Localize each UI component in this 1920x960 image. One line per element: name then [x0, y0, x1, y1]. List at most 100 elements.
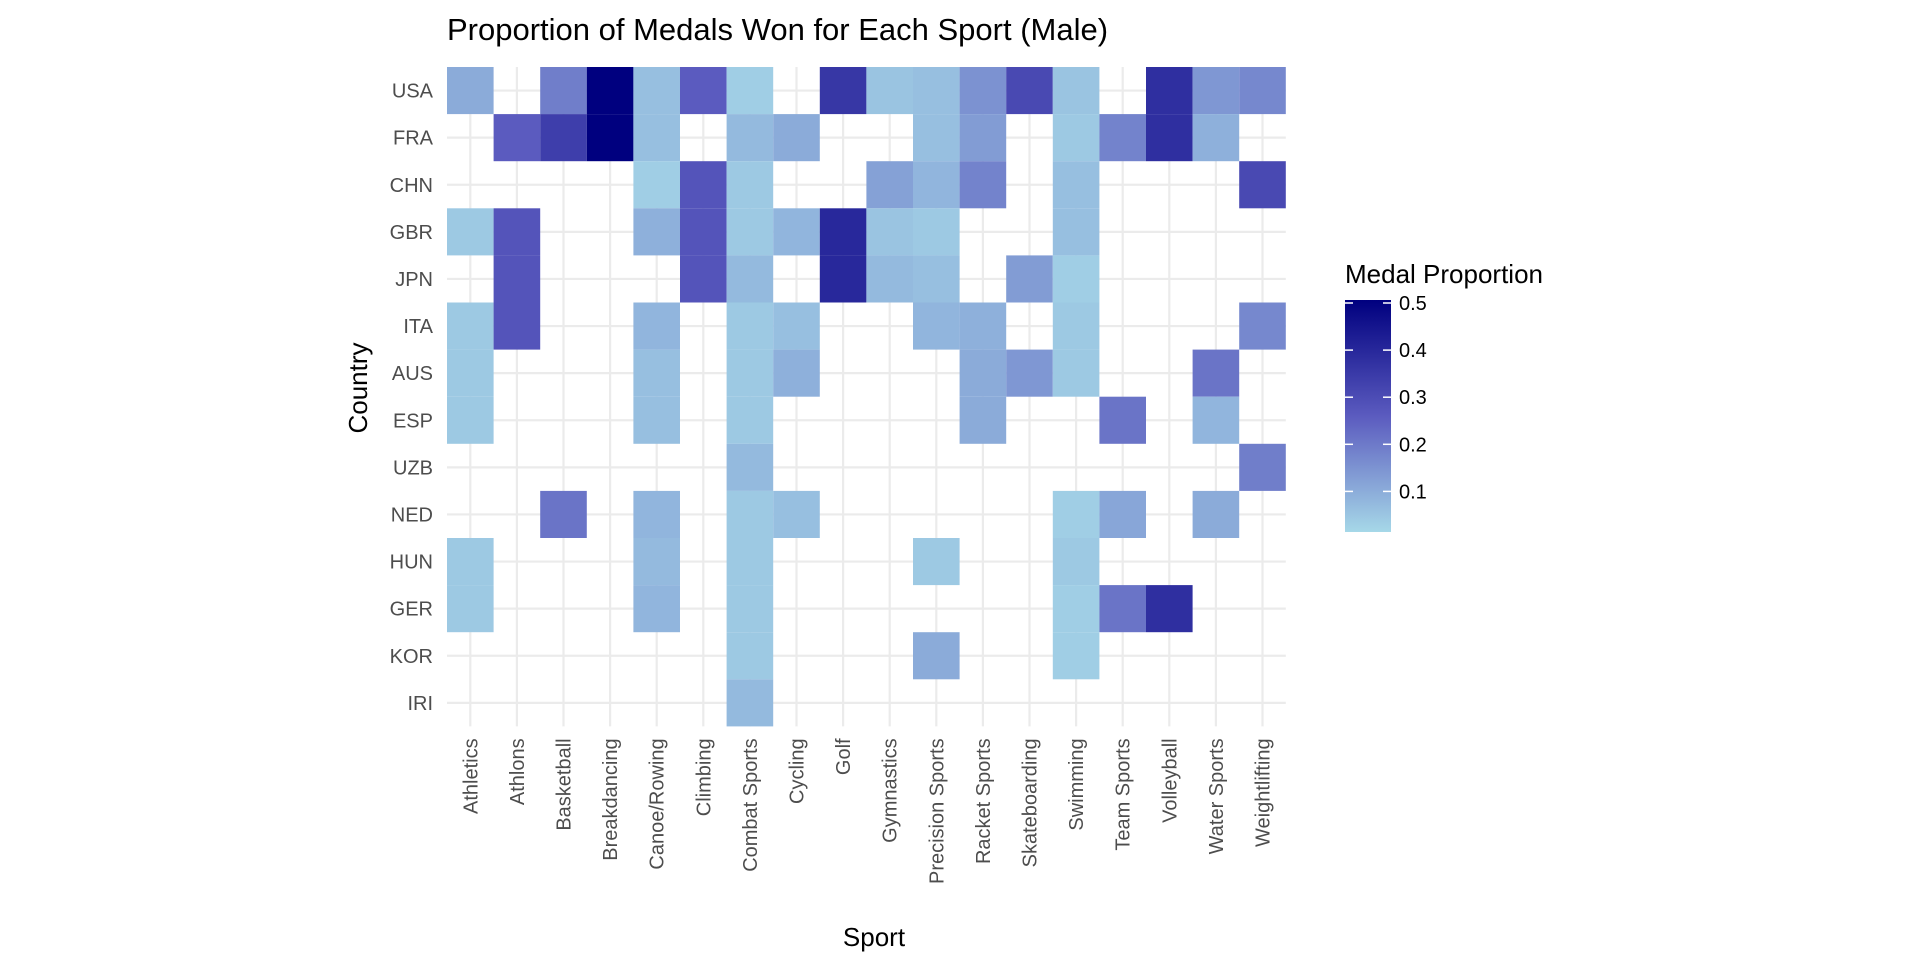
- heatmap-cell: [913, 632, 960, 680]
- heatmap-cell: [726, 302, 774, 350]
- heatmap-cell: [959, 161, 1007, 209]
- heatmap-cell: [819, 255, 867, 303]
- x-axis-title: Sport: [843, 922, 906, 952]
- heatmap-cell: [447, 302, 494, 350]
- heatmap-cell: [913, 114, 960, 162]
- heatmap-cell: [913, 538, 960, 586]
- heatmap-cell: [819, 67, 867, 115]
- heatmap-cells: [447, 67, 1286, 727]
- x-tick-label: Climbing: [693, 738, 715, 816]
- x-tick-label: Team Sports: [1113, 738, 1135, 850]
- x-tick-labels: Athletics Athlons Basketball Breakdancing Ca…: [460, 738, 1274, 884]
- y-tick-label: KOR: [390, 646, 433, 668]
- heatmap-cell: [959, 114, 1007, 162]
- heatmap-cell: [726, 67, 774, 115]
- heatmap-cell: [726, 349, 774, 397]
- heatmap-cell: [633, 67, 680, 115]
- heatmap-cell: [447, 208, 494, 256]
- heatmap-cell: [1146, 67, 1193, 115]
- heatmap-cell: [680, 208, 727, 256]
- heatmap-cell: [1146, 585, 1193, 633]
- heatmap-cell: [447, 585, 494, 633]
- y-axis-title: Country: [343, 342, 373, 433]
- heatmap-cell: [1052, 632, 1100, 680]
- heatmap-cell: [913, 255, 960, 303]
- heatmap-cell: [447, 538, 494, 586]
- heatmap-cell: [1099, 585, 1146, 633]
- heatmap-cell: [540, 114, 587, 162]
- heatmap-cell: [1052, 67, 1100, 115]
- heatmap-cell: [493, 302, 541, 350]
- heatmap-cell: [493, 208, 541, 256]
- heatmap-cell: [633, 302, 680, 350]
- heatmap-cell: [1099, 396, 1146, 444]
- heatmap-cell: [726, 396, 774, 444]
- heatmap-cell: [1006, 349, 1053, 397]
- heatmap-cell: [726, 679, 774, 727]
- y-tick-label: AUS: [392, 363, 433, 385]
- heatmap-cell: [540, 490, 587, 538]
- heatmap-cell: [1239, 67, 1286, 115]
- y-tick-label: NED: [391, 504, 433, 526]
- y-tick-label: GER: [390, 599, 433, 621]
- x-tick-label: Volleyball: [1159, 738, 1181, 823]
- x-tick-label: Basketball: [554, 738, 576, 830]
- heatmap-cell: [633, 490, 680, 538]
- legend-title: Medal Proportion: [1345, 259, 1543, 289]
- heatmap-cell: [959, 67, 1007, 115]
- y-tick-label: IRI: [407, 693, 433, 715]
- heatmap-cell: [1192, 114, 1240, 162]
- heatmap-cell: [866, 208, 913, 256]
- x-tick-label: Racket Sports: [973, 738, 995, 864]
- heatmap-cell: [773, 114, 820, 162]
- x-tick-label: Water Sports: [1206, 738, 1228, 854]
- heatmap-cell: [540, 67, 587, 115]
- heatmap-cell: [959, 349, 1007, 397]
- heatmap-cell: [1006, 255, 1053, 303]
- y-tick-label: ESP: [393, 410, 433, 432]
- heatmap-cell: [493, 255, 541, 303]
- heatmap-cell: [447, 349, 494, 397]
- heatmap-cell: [773, 208, 820, 256]
- y-tick-label: FRA: [393, 128, 434, 150]
- legend-tick-label: 0.4: [1399, 340, 1427, 362]
- heatmap-cell: [1052, 349, 1100, 397]
- legend-ticks: 0.5 0.4 0.3 0.2 0.1: [1345, 293, 1427, 503]
- heatmap-cell: [913, 161, 960, 209]
- heatmap-cell: [726, 585, 774, 633]
- x-tick-label: Skateboarding: [1020, 738, 1042, 867]
- heatmap-cell: [1052, 302, 1100, 350]
- y-tick-label: USA: [392, 81, 434, 103]
- heatmap-cell: [1052, 161, 1100, 209]
- legend-tick-label: 0.2: [1399, 434, 1427, 456]
- heatmap-cell: [1192, 490, 1240, 538]
- heatmap-cell: [866, 161, 913, 209]
- heatmap-cell: [1052, 208, 1100, 256]
- heatmap-cell: [680, 255, 727, 303]
- heatmap-cell: [633, 349, 680, 397]
- x-tick-label: Cycling: [787, 738, 809, 804]
- x-tick-label: Golf: [833, 738, 855, 775]
- y-tick-labels: USA FRA CHN GBR JPN ITA AUS ESP UZB NED HUN GER KOR I…: [390, 81, 434, 715]
- heatmap-cell: [726, 255, 774, 303]
- y-tick-label: GBR: [390, 222, 433, 244]
- legend-tick-label: 0.5: [1399, 293, 1427, 315]
- chart-title: Proportion of Medals Won for Each Sport …: [447, 12, 1108, 47]
- heatmap-cell: [447, 396, 494, 444]
- color-legend: Medal Proportion 0.5 0.4 0.3 0.2 0.1: [1345, 259, 1543, 532]
- heatmap-cell: [959, 302, 1007, 350]
- heatmap-cell: [1239, 161, 1286, 209]
- heatmap-cell: [1192, 349, 1240, 397]
- heatmap-cell: [819, 208, 867, 256]
- heatmap-cell: [633, 538, 680, 586]
- x-tick-label: Precision Sports: [926, 738, 948, 884]
- x-tick-label: Gymnastics: [880, 738, 902, 842]
- heatmap-cell: [913, 208, 960, 256]
- heatmap-cell: [1052, 538, 1100, 586]
- heatmap-cell: [866, 255, 913, 303]
- legend-colorbar: [1345, 300, 1391, 532]
- heatmap-cell: [726, 208, 774, 256]
- heatmap-cell: [1006, 67, 1053, 115]
- heatmap-cell: [586, 114, 634, 162]
